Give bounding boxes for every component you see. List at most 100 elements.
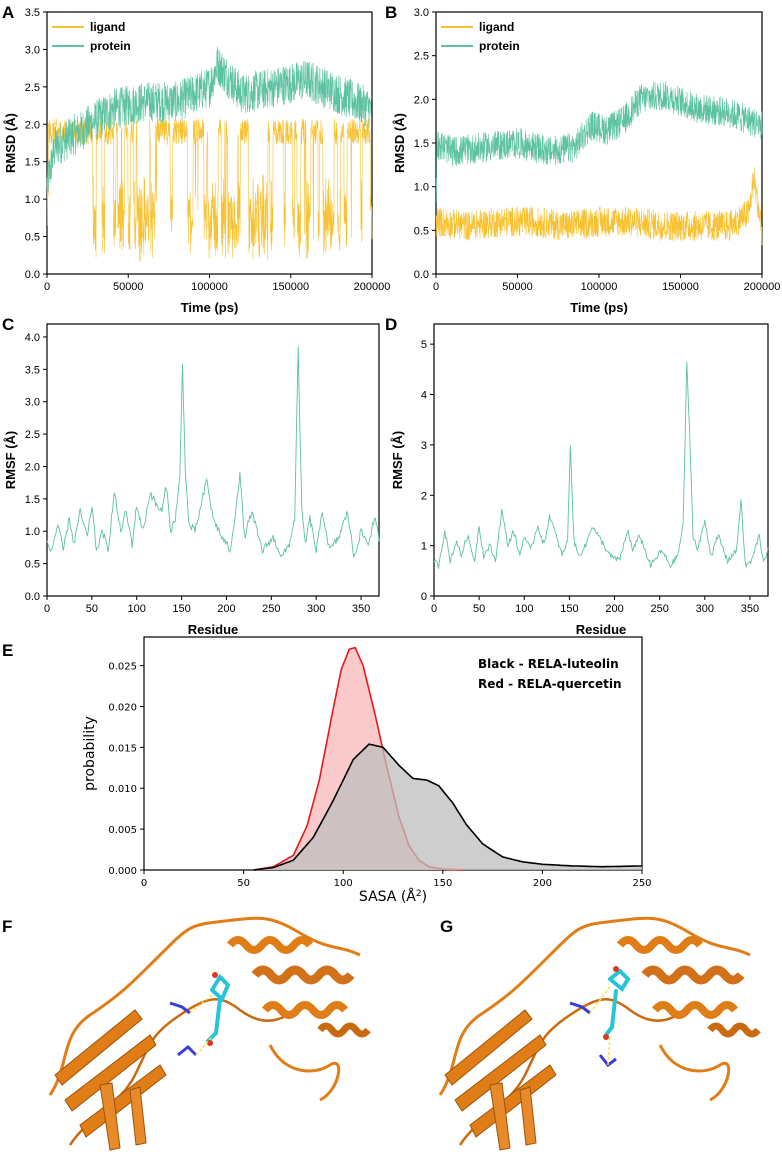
y-tick-label-a-3: 1.5 [25, 157, 40, 169]
beta-sheet-g [444, 1009, 557, 1138]
legend-a-protein-label: protein [90, 39, 131, 53]
plot-frame-d [433, 323, 769, 597]
helix-g4 [707, 1022, 761, 1038]
x-tick-label-e-4: 200 [533, 878, 552, 889]
x-axis-label-end-e: ) [422, 889, 427, 905]
y-tick-label-a-5: 2.5 [25, 82, 40, 94]
loop-g-tail [658, 1044, 731, 1102]
x-tick-label-d-2: 100 [515, 603, 533, 615]
x-tick-label-c-2: 100 [128, 603, 146, 615]
x-axis-label-sup-e: 2 [416, 889, 422, 899]
y-tick-label-d-4: 4 [421, 390, 427, 402]
plot-frame-c [46, 323, 380, 597]
x-tick-label-b-1: 50000 [502, 281, 533, 293]
panel-label-d: D [385, 315, 397, 334]
panel-label-g: G [440, 917, 453, 936]
y-tick-label-a-1: 0.5 [25, 232, 40, 244]
y-tick-label-a-7: 3.5 [25, 7, 40, 19]
helix-f2 [251, 965, 355, 985]
helix-f3 [261, 1001, 349, 1019]
y-tick-label-d-2: 2 [421, 490, 427, 502]
y-tick-label-d-1: 1 [421, 541, 427, 553]
y-axis-label-d: RMSF (Å) [390, 431, 405, 490]
sasa-density-chart-e: 0 50 100 150 200 250 0.000 0.005 0.010 0.015 0.020… [82, 636, 652, 905]
beta-strands-g2 [489, 1082, 537, 1151]
x-tick-label-d-7: 350 [741, 603, 759, 615]
x-tick-label-e-3: 150 [433, 878, 452, 889]
y-tick-label-c-1: 0.5 [25, 559, 40, 571]
y-axis-label-a: RMSD (Å) [3, 113, 18, 173]
x-tick-label-a-2: 100000 [191, 281, 228, 293]
panel-label-e: E [2, 641, 13, 660]
y-tick-label-c-2: 1.0 [25, 526, 40, 538]
legend-b-protein-label: protein [479, 39, 520, 53]
series-luteolin-line [253, 743, 643, 871]
series-rmsf-d [433, 361, 769, 569]
y-axis-label-e: probability [82, 716, 98, 791]
y-axis-label-c: RMSF (Å) [3, 431, 18, 490]
hbonds-f [189, 994, 213, 1056]
x-tick-label-a-4: 200000 [354, 281, 391, 293]
y-tick-label-a-2: 1.0 [25, 194, 40, 206]
helix-f4 [317, 1022, 371, 1038]
ligand-oxygen-f2 [207, 1040, 213, 1046]
series-protein-b [435, 80, 763, 203]
y-tick-label-d-5: 5 [421, 339, 427, 351]
helix-f1 [226, 936, 314, 954]
x-tick-label-d-1: 50 [473, 603, 485, 615]
y-tick-label-a-4: 2.0 [25, 119, 40, 131]
x-tick-label-b-3: 150000 [662, 281, 699, 293]
y-tick-label-b-3: 1.5 [414, 138, 429, 150]
x-tick-label-d-3: 150 [560, 603, 578, 615]
y-tick-label-b-4: 2.0 [414, 94, 429, 106]
x-tick-label-c-4: 200 [217, 603, 235, 615]
x-tick-label-c-3: 150 [172, 603, 190, 615]
residue-sticks-f [169, 1001, 198, 1057]
ligand-stick-g [604, 968, 631, 1037]
y-tick-label-c-8: 4.0 [25, 332, 40, 344]
series-luteolin-fill [253, 744, 642, 870]
legend-b: ligand protein [441, 20, 520, 53]
x-axis-label-a: Time (ps) [181, 300, 239, 315]
x-axis-label-c: Residue [188, 622, 239, 637]
x-tick-label-e-1: 50 [237, 878, 250, 889]
x-tick-label-d-6: 300 [696, 603, 714, 615]
loop-f-tail [268, 1044, 341, 1102]
y-tick-label-e-5: 0.025 [108, 662, 137, 673]
x-axis-label-e: SASA (Å2) [359, 888, 427, 905]
series-ligand-a [46, 118, 373, 262]
y-tick-label-b-5: 2.5 [414, 51, 429, 63]
y-tick-label-c-5: 2.5 [25, 429, 40, 441]
x-tick-label-a-1: 50000 [113, 281, 144, 293]
x-tick-label-c-5: 250 [262, 603, 280, 615]
protein-loops-g [438, 916, 751, 1096]
legend-b-ligand-label: ligand [479, 20, 514, 34]
panel-label-f: F [2, 917, 12, 936]
helix-g2 [641, 965, 745, 985]
y-tick-label-b-1: 0.5 [414, 225, 429, 237]
x-tick-label-c-1: 50 [86, 603, 98, 615]
x-tick-label-b-4: 200000 [744, 281, 781, 293]
ligand-oxygen-f [212, 972, 218, 978]
protein-structure-f [48, 916, 371, 1151]
hbonds-g [589, 986, 611, 1066]
panel-label-c: C [2, 315, 14, 334]
x-tick-label-b-2: 100000 [581, 281, 618, 293]
ligand-stick-f [206, 973, 231, 1043]
x-tick-label-c-0: 0 [44, 603, 50, 615]
y-tick-label-e-4: 0.020 [108, 702, 137, 713]
series-protein-a [46, 46, 373, 192]
y-tick-label-c-4: 2.0 [25, 461, 40, 473]
y-tick-label-c-6: 3.0 [25, 397, 40, 409]
y-tick-label-e-1: 0.005 [108, 825, 137, 836]
x-tick-label-e-0: 0 [141, 878, 147, 889]
x-tick-label-a-3: 150000 [272, 281, 309, 293]
protein-structure-g [438, 916, 761, 1151]
x-tick-label-b-0: 0 [433, 281, 439, 293]
y-tick-label-a-0: 0.0 [25, 269, 40, 281]
x-axis-label-b: Time (ps) [570, 300, 628, 315]
rmsf-chart-c: 0 50 100 150 200 250 300 350 0.0 0.5 1.0 1.5 2.0 2.5 3… [3, 323, 380, 637]
beta-sheet-f [54, 1009, 167, 1138]
protein-loops-f [48, 916, 361, 1096]
y-tick-label-d-3: 3 [421, 440, 427, 452]
